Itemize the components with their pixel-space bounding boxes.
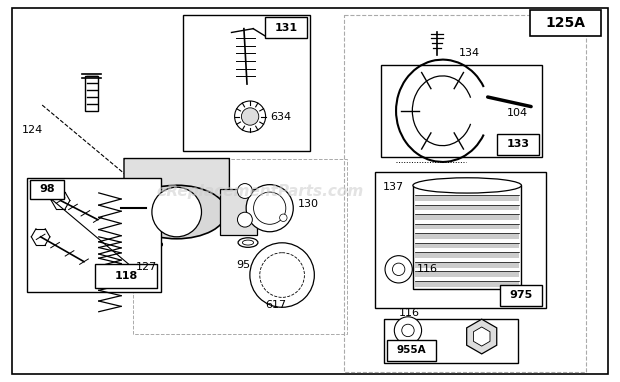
Bar [388,340,436,361]
Text: 975: 975 [510,290,533,300]
Bar [86,76,98,111]
Polygon shape [474,327,490,346]
Bar [415,252,519,258]
Circle shape [237,212,252,227]
Bar [30,180,64,199]
Text: 617: 617 [265,300,286,310]
Circle shape [241,108,259,125]
Bar [415,271,519,277]
Bar [183,15,310,151]
Circle shape [152,187,202,237]
Text: 116: 116 [399,308,420,318]
Bar [95,264,157,288]
Text: 137: 137 [383,182,404,192]
Text: 131: 131 [274,23,298,33]
Circle shape [250,243,314,307]
Bar [133,159,347,334]
Text: 95: 95 [236,260,250,270]
Bar [344,15,586,372]
Bar [415,233,519,239]
Circle shape [394,317,422,344]
Circle shape [385,256,412,283]
Bar [415,262,519,267]
Ellipse shape [238,238,258,248]
Bar [413,185,521,288]
Ellipse shape [413,178,521,193]
Text: 133: 133 [507,139,530,149]
Circle shape [246,185,293,232]
Bar [415,214,519,220]
Bar [27,178,161,292]
Circle shape [402,324,414,337]
Bar [384,319,518,363]
Text: 634: 634 [270,112,291,121]
Text: 124: 124 [22,125,43,135]
Text: 104: 104 [507,108,528,118]
Text: 125A: 125A [546,16,586,30]
Circle shape [254,192,286,224]
Text: eReplacementParts.com: eReplacementParts.com [157,183,364,199]
Ellipse shape [242,240,254,245]
Circle shape [234,101,265,132]
Circle shape [260,253,304,297]
Bar [497,134,539,155]
Bar [415,204,519,210]
Circle shape [280,214,287,222]
Text: 98: 98 [40,185,55,194]
Circle shape [392,263,405,275]
Text: 127: 127 [136,262,157,272]
Bar [381,65,542,157]
Text: 118: 118 [115,271,138,281]
Polygon shape [467,319,497,354]
Bar [415,195,519,201]
Bar [415,281,519,286]
Text: 134: 134 [459,49,480,58]
Bar [415,223,519,229]
Text: 116: 116 [417,264,438,274]
Circle shape [237,184,252,198]
Bar [415,243,519,248]
Text: 955A: 955A [397,345,427,356]
Bar [265,17,307,38]
Bar [530,10,601,36]
Ellipse shape [127,185,226,239]
Bar [500,285,542,306]
Bar [375,172,546,308]
Text: 130: 130 [298,199,319,209]
Ellipse shape [144,240,162,249]
FancyBboxPatch shape [124,159,229,204]
Bar [220,189,257,235]
